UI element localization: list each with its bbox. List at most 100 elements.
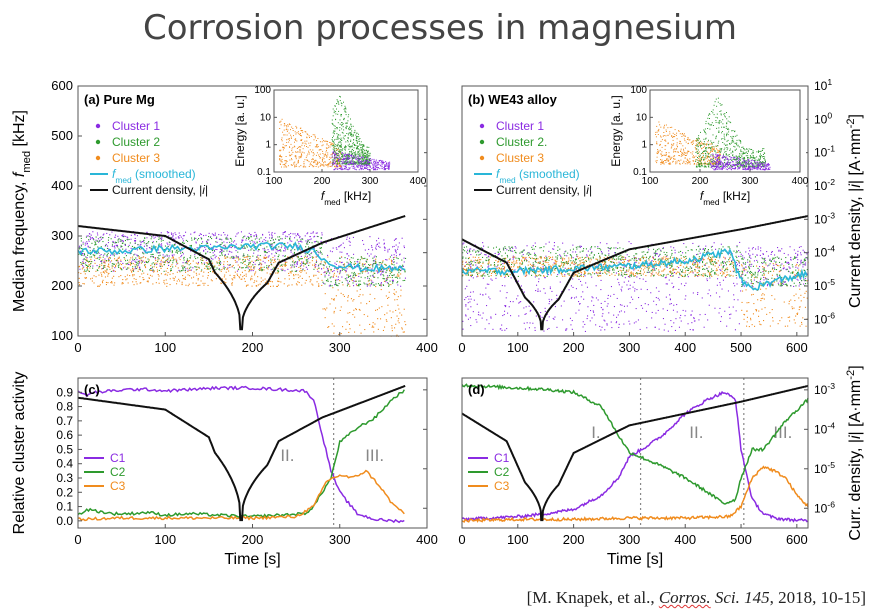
scatter-point-c1 [223,245,225,247]
page-title: Corrosion processes in magnesium [142,8,737,48]
scatter-point-c2 [179,270,181,272]
scatter-point-c1 [395,250,397,252]
inset-point-c3 [319,165,321,167]
scatter-point-c3 [378,307,380,309]
inset-point-c2 [332,158,334,160]
scatter-point-c2 [388,285,390,287]
scatter-point-c1 [766,278,768,280]
scatter-point-c3 [351,279,353,281]
scatter-point-c1 [173,254,175,256]
scatter-point-c1 [779,280,781,282]
inset-point-c2 [360,147,362,149]
scatter-point-c2 [158,244,160,246]
inset-point-c2 [364,150,365,152]
scatter-point-c3 [375,309,377,311]
scatter-point-c3 [152,283,154,285]
scatter-point-c1 [242,254,244,256]
scatter-point-c1 [662,308,664,310]
inset-point-c1 [347,153,349,155]
scatter-point-c1 [298,234,300,236]
scatter-point-c3 [200,257,202,259]
inset-point-c3 [298,133,300,135]
inset-point-c3 [315,163,317,165]
scatter-point-c2 [366,284,368,286]
scatter-point-c3 [238,276,240,278]
scatter-point-c1 [317,270,319,272]
scatter-point-c1 [597,246,599,248]
scatter-point-c1 [145,250,147,252]
scatter-point-c1 [525,275,527,277]
scatter-point-c1 [518,315,520,317]
scatter-point-c1 [788,262,790,264]
scatter-point-c1 [230,247,232,249]
scatter-point-c2 [359,262,361,264]
scatter-point-c2 [352,282,354,284]
scatter-point-c2 [275,238,277,240]
scatter-point-c1 [486,319,488,321]
inset-point-c2 [358,154,360,156]
scatter-point-c2 [359,265,361,267]
inset-point-c3 [327,164,329,166]
scatter-point-c2 [301,258,303,260]
scatter-point-c1 [168,264,170,266]
inset-point-c1 [381,165,383,167]
scatter-point-c2 [306,252,308,254]
scatter-point-c3 [375,261,377,263]
scatter-point-c1 [580,245,582,247]
scatter-point-c3 [173,278,175,280]
scatter-point-c2 [394,276,396,278]
scatter-point-c3 [78,277,80,279]
scatter-point-c2 [370,283,372,285]
scatter-point-c1 [782,267,784,269]
scatter-point-c2 [166,254,168,256]
scatter-point-c1 [154,258,156,260]
scatter-point-c1 [202,241,204,243]
scatter-point-c1 [132,269,134,271]
scatter-point-c1 [339,245,341,247]
inset-point-c2 [341,103,343,105]
inset-point-c2 [334,105,336,107]
scatter-point-c2 [308,254,310,256]
scatter-point-c3 [86,267,88,269]
scatter-point-c2 [97,257,99,259]
scatter-point-c1 [231,251,233,253]
scatter-point-c1 [310,232,312,234]
inset-point-c2 [363,144,365,146]
scatter-point-c3 [132,275,134,277]
scatter-point-c1 [778,249,780,251]
inset-point-c2 [366,152,368,153]
scatter-point-c1 [687,276,689,278]
scatter-point-c2 [152,262,154,264]
inset-point-c2 [356,140,358,142]
scatter-point-c2 [359,259,361,261]
scatter-point-c1 [96,232,98,234]
scatter-point-c1 [498,253,500,255]
scatter-point-c1 [114,267,116,269]
scatter-point-c1 [720,243,722,245]
inset-point-c2 [345,127,347,128]
inset-point-c2 [367,157,369,159]
scatter-point-c1 [504,285,506,287]
scatter-point-c1 [152,241,154,243]
scatter-point-c3 [376,270,378,272]
scatter-point-c1 [487,256,489,258]
scatter-point-c3 [343,295,345,297]
inset-point-c2 [344,148,346,150]
inset-point-c2 [364,152,366,154]
inset-point-c3 [327,152,329,154]
scatter-point-c2 [106,260,108,262]
scatter-point-c3 [401,314,403,316]
scatter-point-c1 [664,277,666,279]
scatter-point-c1 [571,328,573,330]
scatter-point-c3 [187,274,189,276]
scatter-point-c3 [195,282,197,284]
scatter-point-c1 [750,282,752,284]
inset-point-c2 [360,141,362,143]
inset-point-c2 [341,139,343,141]
inset-point-c1 [359,167,361,169]
scatter-point-c1 [140,242,142,244]
inset-point-c3 [290,164,292,166]
inset-point-c1 [368,158,370,160]
inset-point-c3 [314,137,316,139]
scatter-point-c3 [373,272,375,274]
